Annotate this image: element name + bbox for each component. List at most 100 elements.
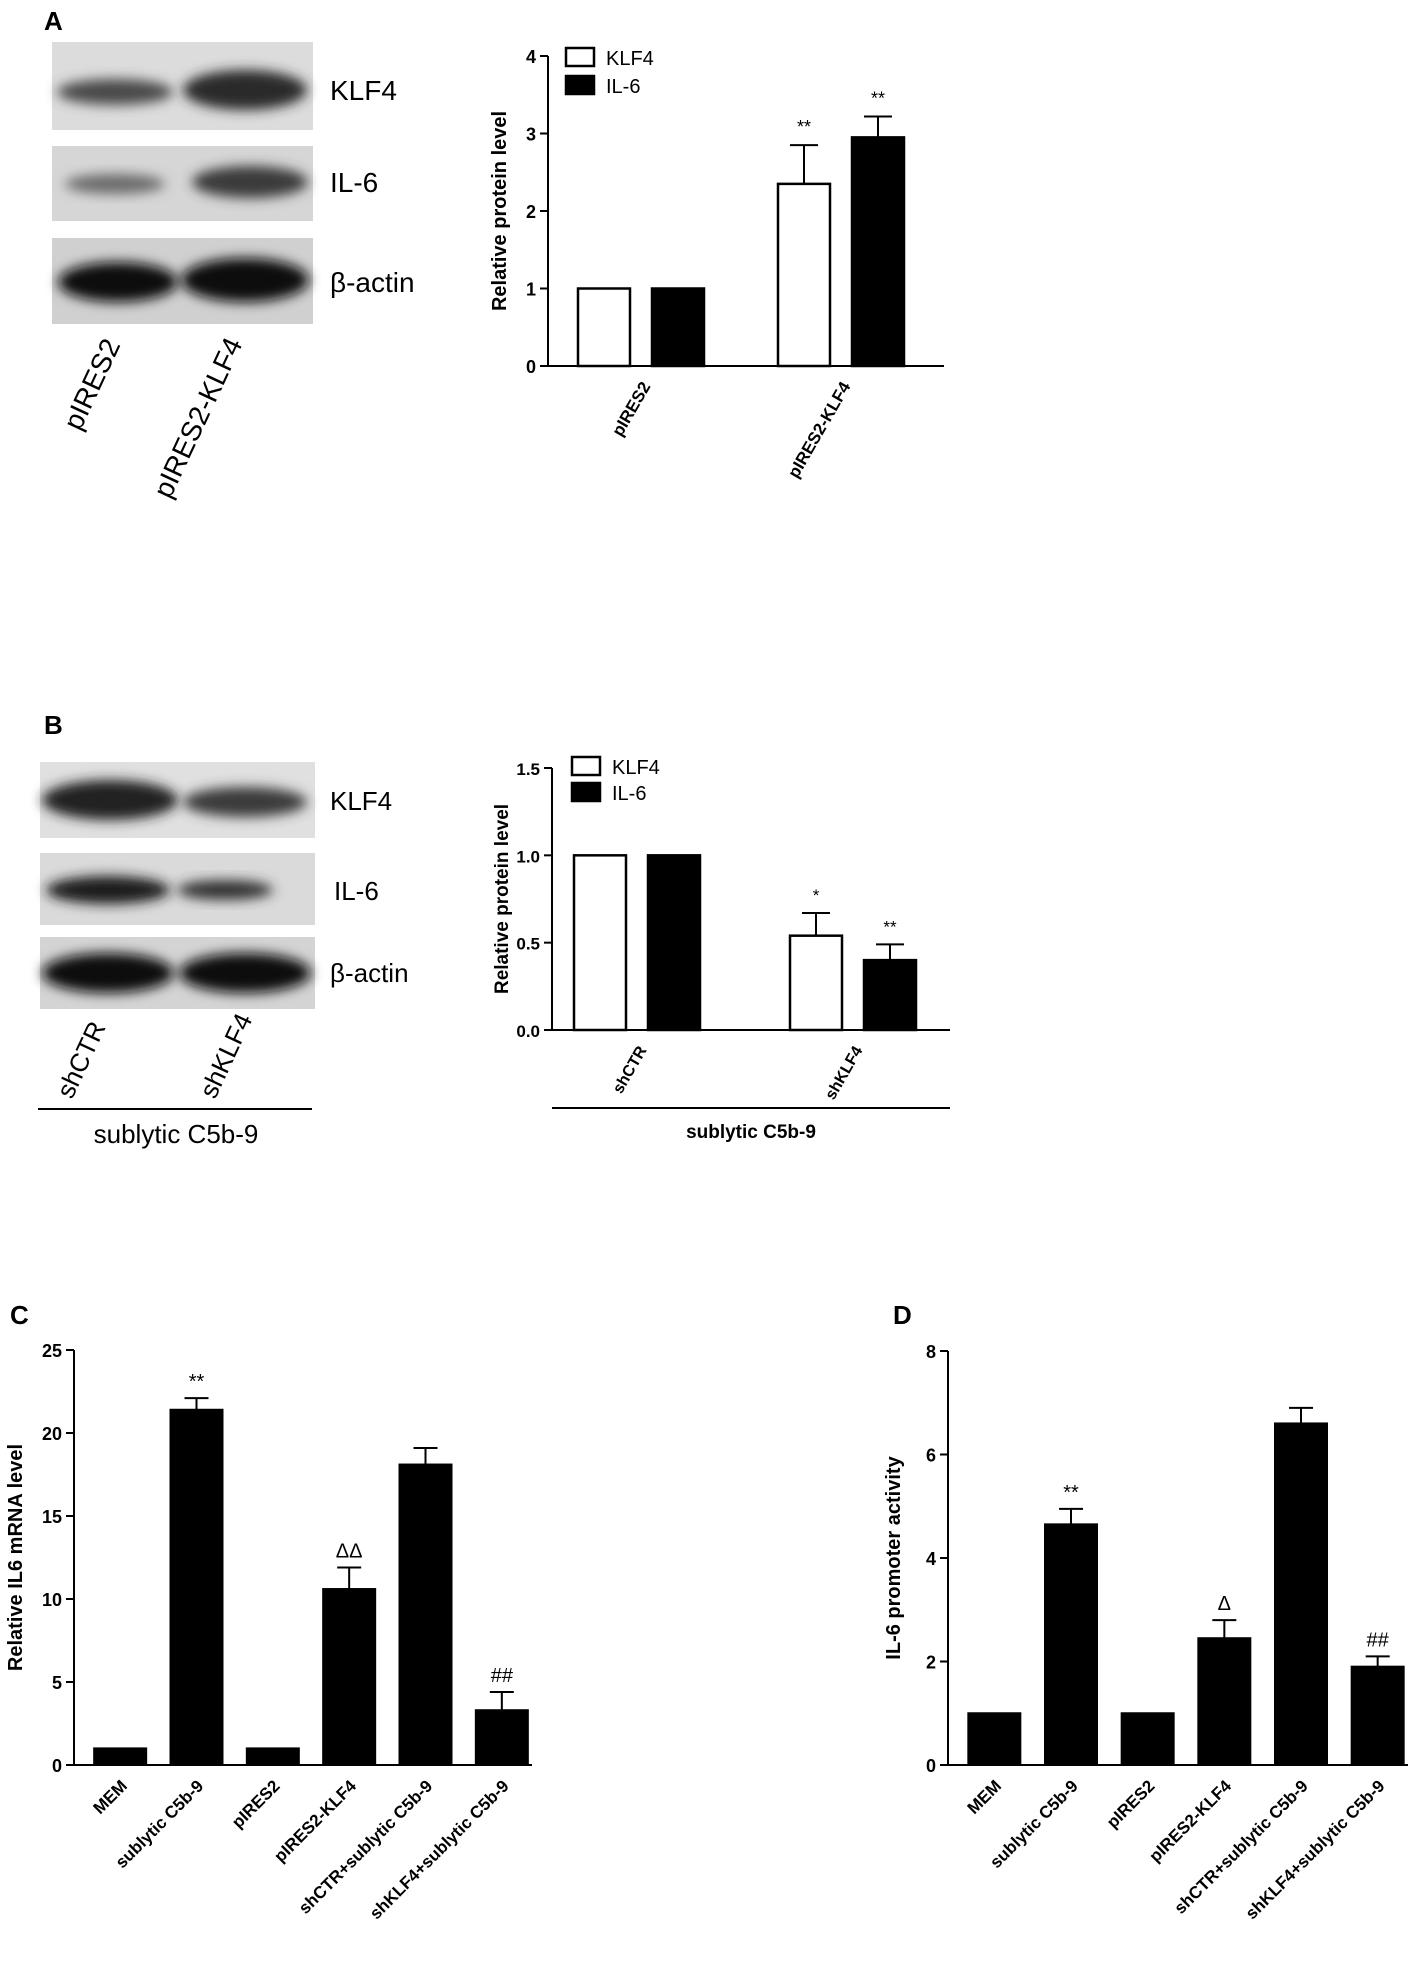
band-actin-pires2-klf4 [181,258,309,302]
chart-a-y-label: Relative protein level [489,111,511,311]
band-actin-shklf4 [179,953,311,993]
chart-c-y-tick-label: 10 [42,1590,62,1610]
chart-b-bar [646,854,702,1032]
chart-d-significance-label: ## [1367,1629,1390,1651]
blot-a-label-il6: IL-6 [330,167,378,198]
blot-a-label-actin: β-actin [330,267,415,298]
chart-b-legend-swatch [570,755,602,777]
chart-d-x-tick-label: pIRES2-KLF4 [1146,1776,1236,1866]
band-klf4-pires2-klf4 [183,70,307,110]
chart-a-y-tick-label: 2 [526,202,536,222]
chart-a-x-tick-label: pIRES2-KLF4 [784,378,855,481]
chart-b-y-label: Relative protein level [492,804,513,994]
chart-c-y-tick-label: 20 [42,1424,62,1444]
chart-a-legend-swatch [564,46,596,68]
blot-a-lane-pires2: pIRES2 [57,334,126,435]
chart-b-x-tick-label: shKLF4 [822,1043,866,1102]
chart-d-bar [1274,1422,1328,1766]
chart-d-y-tick-label: 4 [926,1549,936,1569]
chart-a-significance-label: ** [871,88,885,108]
chart-b-bar [572,854,628,1032]
chart-c-bar [322,1588,377,1767]
chart-d-bar [967,1712,1022,1766]
chart-b-y-tick-label: 1.0 [516,847,540,866]
chart-c-significance-label: ## [491,1665,514,1687]
band-klf4-pires2 [57,79,173,105]
chart-b-significance-label: ** [883,917,897,936]
chart-a-x-tick-label: pIRES2 [608,379,654,440]
chart-d-x-tick-label: pIRES2 [1103,1776,1159,1832]
chart-c-significance-label: ** [189,1371,205,1393]
chart-d-y-label: IL-6 promoter activity [883,1455,905,1659]
blot-b-lane-shctr: shCTR [50,1017,111,1103]
chart-d-significance-label: Δ [1218,1593,1231,1615]
chart-b-y-tick-label: 0.5 [516,935,540,954]
band-actin-shctr [42,953,174,993]
chart-c-bar [398,1463,453,1767]
blot-b-label-il6: IL-6 [334,876,379,906]
blot-a-lane-pires2-klf4: pIRES2-KLF4 [147,333,248,503]
chart-d-x-tick-label: MEM [964,1776,1005,1817]
chart-c-bar [169,1408,224,1766]
chart-d-y-tick-label: 0 [926,1756,936,1776]
chart-a-legend-swatch [564,74,596,96]
chart-b-significance-label: * [813,886,820,905]
band-il6-shklf4 [177,880,273,900]
band-il6-pires2-klf4 [192,166,308,198]
chart-b-bar [788,934,844,1032]
chart-d-y-tick-label: 2 [926,1653,936,1673]
chart-c-bar [245,1747,300,1767]
chart-d-x-tick-label: sublytic C5b-9 [986,1776,1082,1872]
band-actin-pires2 [58,262,178,302]
chart-d-x-tick-label: shKLF4+sublytic C5b-9 [1242,1776,1389,1923]
chart-c-y-tick-label: 5 [52,1673,62,1693]
chart-b-bar [862,958,918,1032]
chart-d-bar [1350,1665,1405,1767]
panel-letter-d: D [893,1300,912,1330]
panel-letter-a: A [44,6,63,36]
chart-d-bar [1044,1523,1098,1767]
band-il6-shctr [46,876,170,904]
chart-d-bar [1120,1712,1175,1766]
blot-a-label-klf4: KLF4 [330,75,397,106]
chart-c-bar [93,1747,148,1767]
chart-c-x-tick-label: shKLF4+sublytic C5b-9 [366,1776,513,1923]
chart-c-x-tick-label: shCTR+sublytic C5b-9 [295,1776,436,1917]
chart-c-x-tick-label: MEM [90,1776,131,1817]
chart-b-group-label: sublytic C5b-9 [686,1122,816,1143]
chart-d-y-tick-label: 6 [926,1446,936,1466]
chart-c-x-tick-label: sublytic C5b-9 [112,1776,208,1872]
band-klf4-shctr [42,780,178,820]
chart-c-x-tick-label: pIRES2-KLF4 [270,1776,360,1866]
chart-d-bar [1197,1637,1252,1767]
chart-a-significance-label: ** [797,117,811,137]
chart-a-y-tick-label: 3 [526,125,536,145]
chart-c-significance-label: ΔΔ [336,1540,363,1562]
chart-c-y-tick-label: 0 [52,1756,62,1776]
chart-d-x-tick-label: shCTR+sublytic C5b-9 [1170,1776,1311,1917]
blot-b-group-label: sublytic C5b-9 [94,1119,259,1149]
chart-a-y-tick-label: 4 [526,47,536,67]
chart-b-x-tick-label: shCTR [610,1043,651,1097]
chart-a-legend-label: IL-6 [606,76,640,98]
chart-a-bar [776,182,832,368]
chart-b-legend-label: KLF4 [612,757,660,779]
chart-d-significance-label: ** [1063,1482,1079,1504]
panel-letter-c: C [10,1300,29,1330]
chart-c-y-tick-label: 25 [42,1341,62,1361]
blot-b-label-klf4: KLF4 [330,786,392,816]
chart-a-bar [576,287,632,368]
chart-a-y-tick-label: 0 [526,357,536,377]
chart-b-legend-swatch [570,781,602,803]
band-klf4-shklf4 [183,787,307,817]
chart-b-y-tick-label: 1.5 [516,760,540,779]
band-il6-pires2 [65,174,165,194]
blot-b-label-actin: β-actin [330,958,409,988]
chart-c-y-label: Relative IL6 mRNA level [5,1444,27,1671]
chart-a-bar [650,287,706,368]
